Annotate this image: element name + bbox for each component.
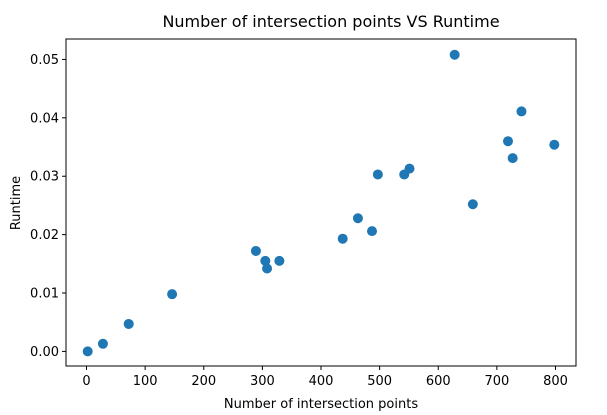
x-tick-label: 200 bbox=[191, 374, 216, 389]
data-point bbox=[262, 263, 273, 274]
plot-area-frame bbox=[65, 38, 577, 367]
y-tick-label: 0.05 bbox=[30, 53, 59, 68]
data-point bbox=[250, 245, 261, 256]
data-point bbox=[467, 199, 478, 210]
x-axis-label: Number of intersection points bbox=[224, 397, 418, 412]
data-points bbox=[82, 49, 560, 357]
y-tick-label: 0.04 bbox=[30, 111, 59, 126]
y-tick-label: 0.01 bbox=[30, 287, 59, 302]
x-tick-label: 0 bbox=[82, 374, 90, 389]
x-tick-label: 600 bbox=[426, 374, 451, 389]
data-point bbox=[337, 233, 348, 244]
x-tick-label: 400 bbox=[309, 374, 334, 389]
data-point bbox=[449, 49, 460, 60]
data-point bbox=[516, 106, 527, 117]
data-point bbox=[367, 226, 377, 237]
x-tick-label: 500 bbox=[367, 374, 392, 389]
data-point bbox=[507, 153, 518, 164]
y-tick-label: 0.02 bbox=[30, 228, 59, 243]
data-point bbox=[372, 169, 383, 180]
x-axis: 0 100 200 300 400 500 600 700 800 bbox=[82, 366, 568, 389]
data-point bbox=[503, 136, 513, 147]
x-tick-label: 700 bbox=[484, 374, 509, 389]
data-point bbox=[352, 213, 363, 224]
data-point bbox=[549, 139, 560, 150]
y-axis: 0.00 0.01 0.02 0.03 0.04 0.05 bbox=[30, 53, 66, 360]
x-tick-label: 100 bbox=[133, 374, 158, 389]
chart-title: Number of intersection points VS Runtime bbox=[162, 12, 499, 31]
data-point bbox=[97, 338, 108, 349]
data-point bbox=[260, 255, 271, 266]
y-axis-label: Runtime bbox=[9, 176, 24, 230]
y-tick-label: 0.03 bbox=[30, 170, 59, 185]
data-point bbox=[274, 255, 285, 266]
y-tick-label: 0.00 bbox=[30, 345, 59, 360]
x-tick-label: 300 bbox=[250, 374, 275, 389]
data-point bbox=[404, 163, 415, 174]
data-point bbox=[82, 346, 93, 357]
data-point bbox=[167, 289, 178, 300]
x-tick-label: 800 bbox=[543, 374, 568, 389]
data-point bbox=[123, 318, 134, 329]
